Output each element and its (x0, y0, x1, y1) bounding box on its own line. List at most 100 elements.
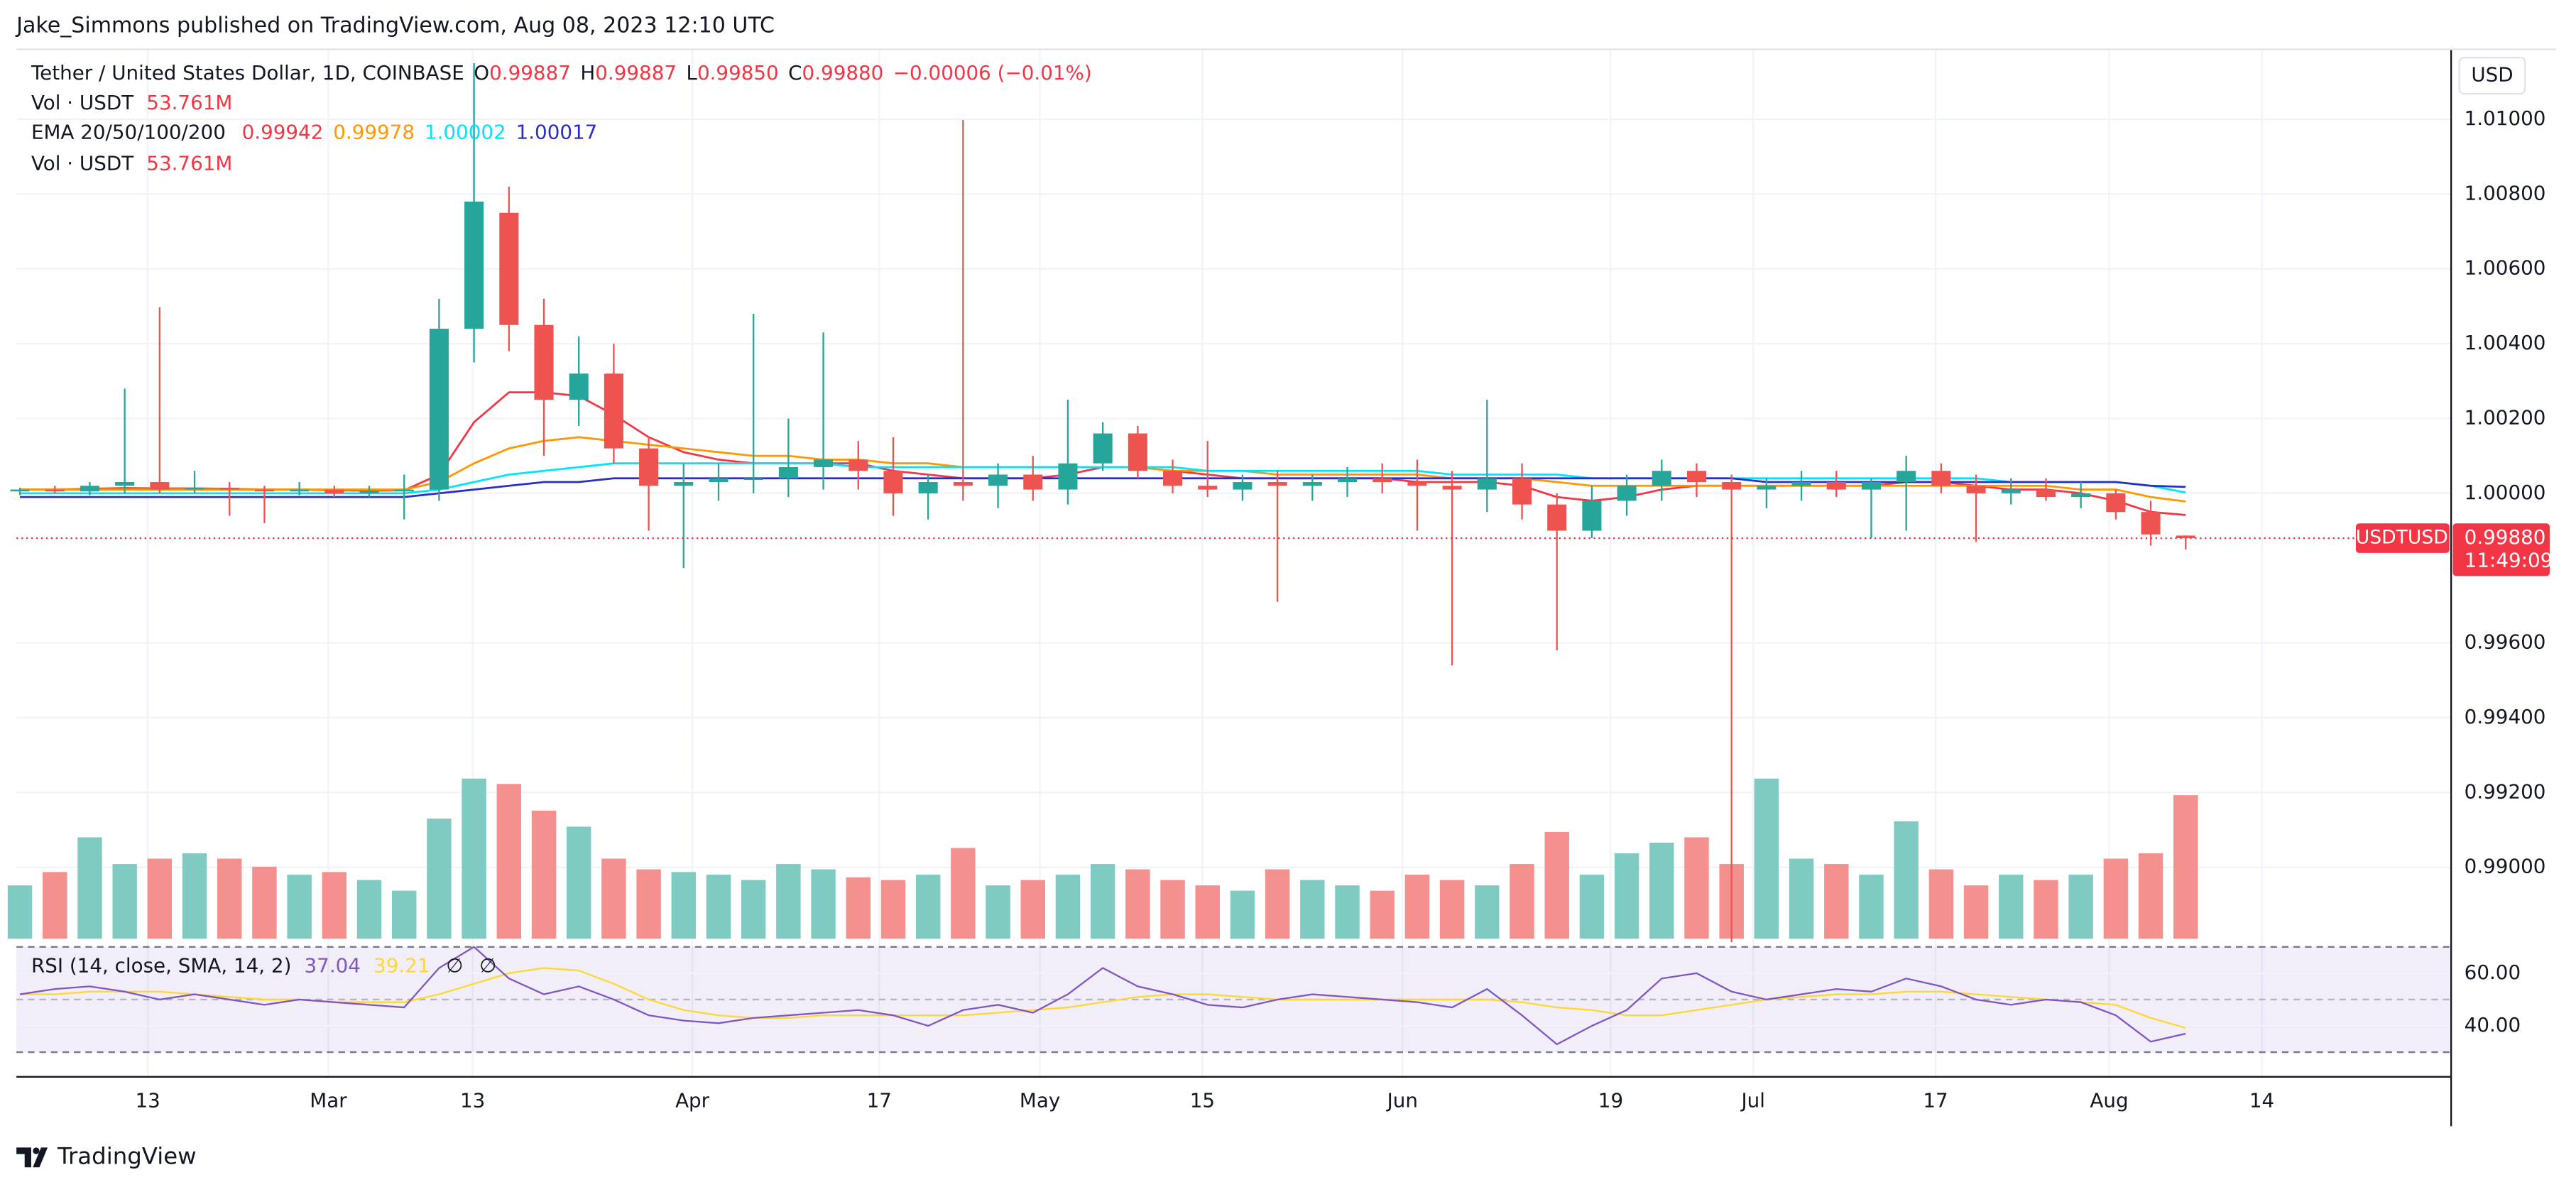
symbol-tag (2355, 523, 2450, 553)
ohlc-key: L (686, 61, 697, 84)
ohlc-value: 0.99887 (489, 61, 571, 84)
volume-bar (880, 880, 906, 939)
candle-body (1547, 504, 1567, 531)
ohlc-key: O (474, 61, 489, 84)
volume-bar (1125, 869, 1150, 939)
volume-bar (1404, 875, 1430, 939)
candle-body (883, 471, 903, 493)
legend-line: Vol · USDT 53.761M (31, 91, 232, 114)
y-tick-label: 0.99600 (2465, 630, 2546, 654)
volume-bar (1649, 842, 1674, 939)
volume-bar (427, 819, 452, 939)
legend-line: Vol · USDT 53.761M (31, 152, 232, 175)
x-tick-label: Jun (1386, 1089, 1418, 1112)
volume-bar (2034, 880, 2058, 939)
candle-body (1757, 486, 1777, 490)
volume-bar (1824, 864, 1849, 939)
price-tag-countdown: 11:49:09 (2465, 548, 2553, 571)
volume-bar (601, 858, 626, 939)
volume-bar (77, 837, 102, 939)
currency-label[interactable]: USD (2471, 63, 2513, 87)
volume-bar (356, 880, 382, 939)
volume-bar (1265, 869, 1290, 939)
candle-body (918, 482, 938, 493)
candle-body (1652, 471, 1671, 486)
candle-body (1686, 471, 1707, 483)
symbol: Tether / United States Dollar, 1D, COINB… (31, 61, 464, 84)
rsi-label: RSI (14, close, SMA, 14, 2) (31, 954, 291, 978)
x-tick-label: 13 (460, 1089, 485, 1112)
ema-value: 1.00017 (516, 121, 598, 144)
y-tick-label: 1.00600 (2465, 256, 2546, 280)
volume-bar (566, 826, 591, 939)
x-tick-label: 14 (2249, 1089, 2274, 1112)
volume-bar (531, 810, 557, 939)
y-tick-label: 1.00000 (2465, 481, 2546, 504)
ohlc-value: 0.99880 (802, 61, 884, 84)
candle-body (1128, 433, 1147, 471)
candle-body (953, 482, 973, 486)
symbol-tag-label: USDTUSD (2356, 527, 2448, 549)
candle-body (1302, 482, 1322, 486)
volume-bar (986, 885, 1010, 939)
plot-layer: 13 Mar 13 Apr 17 May 15 Jun 19 Jul 17 Aug 14 0.99000 0… (7, 49, 2546, 1112)
volume-bar (7, 885, 33, 939)
candle-body (1163, 471, 1183, 486)
rsi-value: 37.04 (305, 954, 361, 978)
volume-value: 53.761M (146, 152, 232, 175)
candle-body (1442, 486, 1462, 490)
volume-bar (1475, 885, 1500, 939)
candle-body (80, 486, 99, 492)
candle-body (429, 329, 449, 490)
volume-bar (1928, 869, 1954, 939)
volume-bar (776, 864, 801, 939)
candle-body (45, 489, 65, 492)
volume-bar (811, 869, 836, 939)
volume-bar (1579, 875, 1605, 939)
candle-body (1233, 482, 1252, 490)
rsi-tick-label: 40.00 (2465, 1013, 2521, 1036)
candle-body (2106, 493, 2126, 513)
candle-body (10, 489, 30, 492)
volume-bar (1859, 875, 1884, 939)
rsi-sma-line (20, 967, 2186, 1029)
rsi-tick-label: 60.00 (2465, 961, 2521, 984)
candle-body (1267, 482, 1287, 486)
volume-label: Vol · USDT (31, 152, 134, 175)
candle-body (185, 487, 204, 490)
ohlc-value: 0.99887 (595, 61, 677, 84)
candle-body (1407, 482, 1427, 486)
candle-body (1338, 478, 1358, 483)
volume-bar (1754, 778, 1779, 939)
volume-bar (462, 778, 486, 939)
publisher: Jake_Simmons published on TradingView.co… (15, 13, 775, 38)
volume-bar (252, 866, 277, 939)
candle-body (1198, 486, 1218, 490)
volume-bar (1894, 821, 1919, 939)
volume-bar (1090, 864, 1115, 939)
volume-bar (112, 864, 137, 939)
x-tick-label: 15 (1190, 1089, 1215, 1112)
y-tick-label: 1.00800 (2465, 181, 2546, 204)
volume-bar (2068, 875, 2093, 939)
candle-body (674, 482, 694, 486)
volume-bar (217, 858, 242, 939)
volume-bar (2138, 853, 2163, 939)
volume-bar (1020, 880, 1045, 939)
candle-body (115, 482, 135, 486)
volume-bar (1300, 880, 1325, 939)
candle-body (2176, 535, 2195, 539)
volume-bar (1439, 880, 1465, 939)
volume-bar (287, 875, 312, 939)
candle-body (1058, 463, 1078, 490)
currency-button[interactable] (2458, 56, 2526, 95)
y-tick-label: 0.99400 (2465, 705, 2546, 728)
candle-body (778, 466, 798, 478)
candle-body (1617, 486, 1637, 501)
candle-body (254, 489, 274, 492)
x-tick-label: 13 (135, 1089, 160, 1112)
x-tick-label: May (1020, 1089, 1060, 1112)
volume-bar (951, 848, 976, 939)
